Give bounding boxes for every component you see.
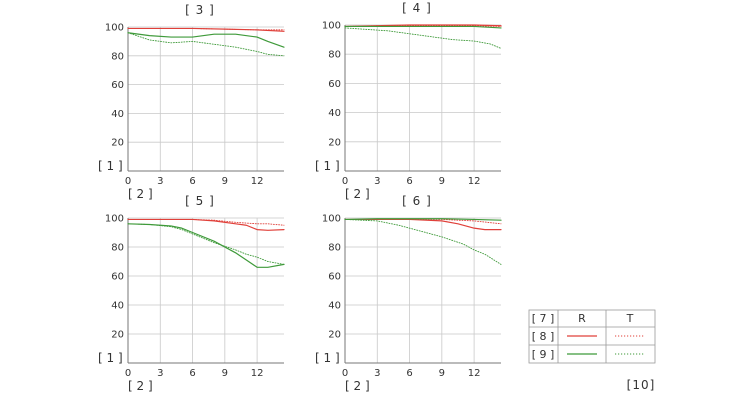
x-tick-label: 6 xyxy=(189,176,195,187)
y-tick-label: 20 xyxy=(111,138,124,149)
x-tick-label: 0 xyxy=(125,368,131,379)
x-tick-label: 12 xyxy=(251,368,264,379)
series-green-solid xyxy=(127,32,285,48)
panel-title: [ 6 ] xyxy=(402,194,432,208)
y-tick-label: 20 xyxy=(111,330,124,341)
x-tick-label: 3 xyxy=(157,368,163,379)
x-tick-label: 12 xyxy=(251,176,264,187)
x-tick-label: 9 xyxy=(439,176,445,187)
y-tick-label: 80 xyxy=(328,243,341,254)
y-axis-label: [ 1 ] xyxy=(315,159,340,173)
x-axis-label: [ 2 ] xyxy=(128,187,153,201)
series-green-dotted xyxy=(344,27,502,49)
x-tick-label: 6 xyxy=(406,368,412,379)
y-axis-label: [ 1 ] xyxy=(98,351,123,365)
series-red-dotted xyxy=(344,219,502,225)
x-tick-label: 0 xyxy=(342,368,348,379)
legend-row-key: [ 8 ] xyxy=(532,330,555,343)
y-tick-label: 40 xyxy=(328,301,341,312)
mtf-panel-1: 20 40 60 80 100 0 3 6 9 12 [ 3 ] [ 1 ] [ 2 ] xyxy=(98,3,285,201)
x-tick-label: 3 xyxy=(374,368,380,379)
y-tick-label: 60 xyxy=(328,79,341,90)
series-green-dotted xyxy=(344,219,502,265)
x-tick-label: 12 xyxy=(468,176,481,187)
x-tick-label: 12 xyxy=(468,368,481,379)
y-tick-label: 80 xyxy=(111,243,124,254)
mtf-panel-3: 20 40 60 80 100 0 3 6 9 12 [ 5 ] [ 1 ] [ 2 ] xyxy=(98,194,285,393)
panel-title: [ 5 ] xyxy=(185,194,215,208)
legend-table: [ 7 ] R T [ 8 ] [ 9 ] xyxy=(528,309,656,364)
x-axis-label: [ 2 ] xyxy=(128,379,153,393)
y-axis-label: [ 1 ] xyxy=(315,351,340,365)
legend-header-r: R xyxy=(578,312,586,325)
series-red-dotted xyxy=(127,219,285,226)
y-tick-label: 20 xyxy=(328,330,341,341)
x-tick-label: 9 xyxy=(222,176,228,187)
mtf-panel-2: 20 40 60 80 100 0 3 6 9 12 [ 4 ] [ 1 ] [ 2 ] xyxy=(315,1,502,201)
y-tick-label: 20 xyxy=(328,137,341,148)
y-tick-label: 60 xyxy=(111,80,124,91)
series-red-dotted xyxy=(344,25,502,27)
y-tick-label: 60 xyxy=(111,272,124,283)
mtf-panel-4: 20 40 60 80 100 0 3 6 9 12 [ 6 ] [ 1 ] [ 2 ] xyxy=(315,194,502,393)
series-green-dotted xyxy=(127,32,285,57)
x-tick-label: 6 xyxy=(406,176,412,187)
legend-header-t: T xyxy=(626,312,634,325)
x-tick-label: 6 xyxy=(189,368,195,379)
y-tick-label: 100 xyxy=(322,21,341,32)
y-tick-label: 40 xyxy=(111,301,124,312)
figure-corner-label: [10] xyxy=(627,378,656,392)
x-tick-label: 0 xyxy=(342,176,348,187)
series-red-dotted xyxy=(127,27,285,31)
x-tick-label: 0 xyxy=(125,176,131,187)
series-green-solid xyxy=(127,223,285,268)
panel-title: [ 4 ] xyxy=(402,1,432,15)
series-green-solid xyxy=(344,25,502,29)
x-tick-label: 3 xyxy=(374,176,380,187)
y-tick-label: 100 xyxy=(105,214,124,225)
series-green-solid xyxy=(344,218,502,221)
x-tick-label: 3 xyxy=(157,176,163,187)
x-tick-label: 9 xyxy=(222,368,228,379)
series-green-dotted xyxy=(127,223,285,265)
x-axis-label: [ 2 ] xyxy=(345,379,370,393)
x-tick-label: 9 xyxy=(439,368,445,379)
y-tick-label: 40 xyxy=(328,108,341,119)
y-tick-label: 60 xyxy=(328,272,341,283)
legend-header-key: [ 7 ] xyxy=(532,312,555,325)
y-tick-label: 80 xyxy=(328,50,341,61)
legend-row-key: [ 9 ] xyxy=(532,348,555,361)
panel-title: [ 3 ] xyxy=(185,3,215,17)
y-tick-label: 40 xyxy=(111,109,124,120)
y-tick-label: 80 xyxy=(111,51,124,62)
y-tick-label: 100 xyxy=(105,23,124,34)
y-axis-label: [ 1 ] xyxy=(98,159,123,173)
y-tick-label: 100 xyxy=(322,214,341,225)
x-axis-label: [ 2 ] xyxy=(345,187,370,201)
